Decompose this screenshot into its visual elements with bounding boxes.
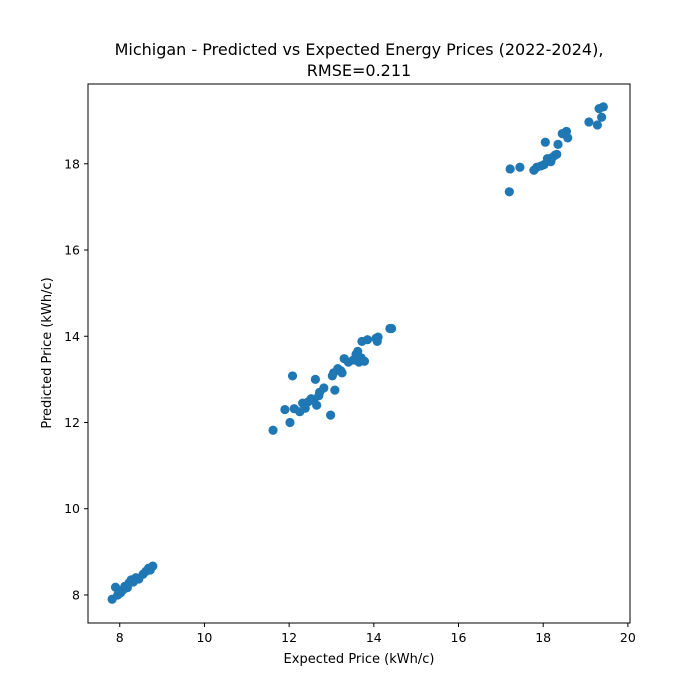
x-tick-label: 20 <box>620 630 636 645</box>
data-point <box>280 404 290 415</box>
data-point <box>552 149 562 159</box>
data-point <box>584 117 594 127</box>
chart-title-line2: RMSE=0.211 <box>307 61 411 80</box>
data-point <box>597 112 607 122</box>
data-point <box>563 133 573 143</box>
y-tick-label: 16 <box>64 243 80 258</box>
data-point <box>359 356 370 366</box>
x-tick-label: 12 <box>281 630 297 645</box>
data-point <box>285 417 295 428</box>
data-point <box>598 102 608 112</box>
data-point <box>505 164 515 174</box>
y-tick-label: 18 <box>64 156 80 171</box>
data-point <box>515 162 525 172</box>
axis-ticks: 8 10 12 14 16 18 20 8 10 12 14 16 18 <box>64 156 636 645</box>
x-tick-label: 16 <box>451 630 467 645</box>
data-point <box>373 332 383 342</box>
x-tick-label: 14 <box>366 630 382 645</box>
data-point <box>319 383 329 393</box>
data-point <box>540 137 550 147</box>
data-point <box>268 425 278 435</box>
data-point <box>326 410 336 420</box>
data-point <box>148 561 158 571</box>
data-point <box>330 385 340 395</box>
y-tick-label: 8 <box>72 587 80 602</box>
x-tick-label: 8 <box>116 630 124 645</box>
plot-frame <box>87 83 631 624</box>
x-axis-label: Expected Price (kWh/c) <box>284 652 435 667</box>
data-point <box>310 374 320 384</box>
data-point <box>592 120 603 130</box>
data-point <box>387 323 397 334</box>
y-tick-label: 12 <box>64 415 80 430</box>
data-point <box>362 335 373 345</box>
data-point <box>337 368 347 378</box>
data-points <box>107 102 608 604</box>
data-point <box>287 371 298 381</box>
data-point <box>553 139 563 149</box>
data-point <box>312 400 322 410</box>
y-tick-label: 10 <box>64 501 80 516</box>
x-tick-label: 18 <box>535 630 551 645</box>
y-axis-label: Predicted Price (kWh/c) <box>40 277 55 428</box>
data-point <box>504 187 514 197</box>
chart-title-line1: Michigan - Predicted vs Expected Energy … <box>115 40 604 59</box>
y-tick-label: 14 <box>64 329 80 344</box>
x-tick-label: 10 <box>196 630 212 645</box>
